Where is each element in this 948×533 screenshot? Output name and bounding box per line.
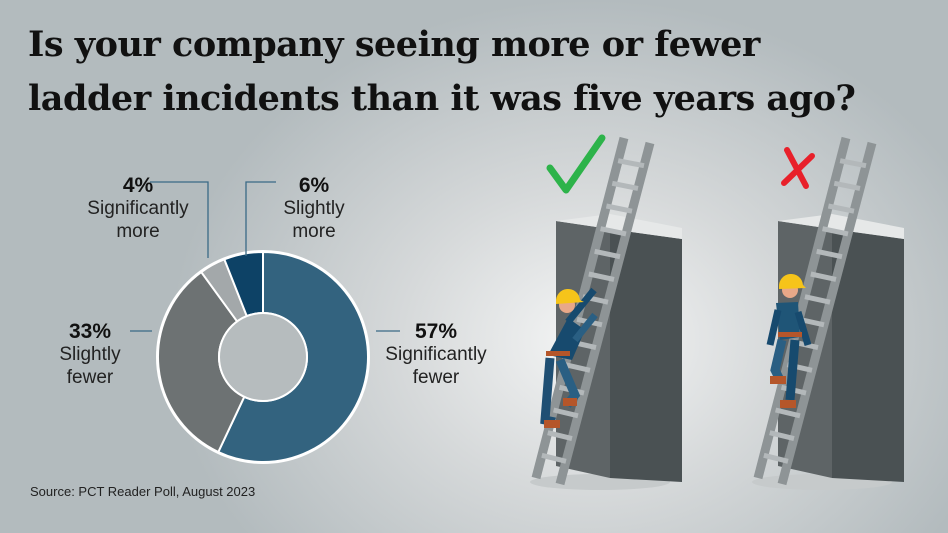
hard-hat-icon (778, 273, 806, 289)
ladder-rung (839, 158, 867, 169)
ladder-rail-right (777, 141, 877, 486)
building-side (610, 229, 682, 482)
building-top (556, 214, 682, 239)
ladder-rung (775, 407, 801, 419)
worker-figure (540, 287, 598, 428)
ladder-rail-left (753, 136, 851, 480)
donut-chart (156, 250, 370, 464)
ladder-rail-right (555, 141, 655, 486)
ladder-rung (611, 180, 639, 191)
building-top (778, 214, 904, 239)
ladder-rung (564, 362, 591, 373)
label-significantly-more: 4% Significantly more (87, 174, 189, 242)
ladder-rung (541, 452, 567, 464)
wrong-ladder-illustration (752, 136, 904, 490)
ladder-rung (763, 452, 789, 464)
hard-hat-icon (555, 288, 584, 304)
ladder-rung (822, 226, 849, 237)
source-note: Source: PCT Reader Poll, August 2023 (30, 484, 256, 499)
ladder-rung (804, 294, 831, 305)
check-icon (546, 134, 606, 194)
ladder-rung (833, 180, 861, 191)
correct-ladder-illustration (530, 136, 682, 490)
chart-title: Is your company seeing more or fewer lad… (28, 24, 856, 119)
ladder-rung (816, 248, 843, 260)
leader-line-slightly-more (245, 181, 276, 256)
ladder-rung (594, 248, 621, 260)
ladder-rung (617, 158, 645, 169)
ladder-rung (810, 271, 837, 282)
ladder-rung (547, 430, 573, 441)
ladder-rung (827, 203, 855, 214)
label-significantly-fewer: 57% Significantly fewer (385, 320, 487, 388)
ladder-rung (605, 203, 633, 214)
donut-outline (156, 250, 370, 464)
worker-figure (766, 273, 812, 408)
ladder-rung (588, 271, 615, 282)
x-icon (781, 147, 815, 189)
donut-hole (218, 312, 308, 402)
leader-line-significantly-more (150, 181, 209, 258)
label-slightly-more: 6% Slightly more (283, 174, 345, 242)
building-side (832, 229, 904, 482)
ladder-rung (553, 407, 579, 419)
building-front (778, 221, 832, 478)
ladder-rung (769, 430, 795, 441)
label-slightly-fewer: 33% Slightly fewer (59, 320, 121, 388)
ladder-rung (600, 226, 627, 237)
